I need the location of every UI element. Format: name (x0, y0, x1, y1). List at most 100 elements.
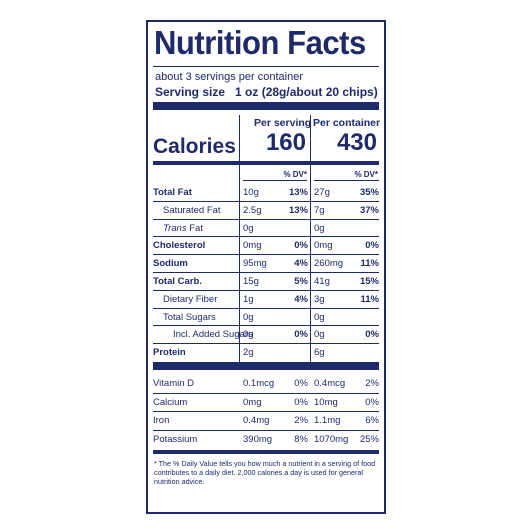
nutrient-name: Total Sugars (163, 311, 216, 323)
row-divider (153, 429, 379, 431)
medium-divider (153, 161, 379, 165)
nutrient-name: Iron (153, 415, 170, 426)
table-row: Calcium 0mg 0% 10mg 0% (148, 394, 384, 412)
dv-per-serving: 0% (294, 240, 308, 252)
dv-per-container: 11% (360, 258, 380, 270)
amount-per-serving: 0mg (243, 396, 262, 408)
amount-per-serving: 0mg (243, 240, 262, 252)
dv-per-container: 6% (365, 415, 379, 426)
serving-size: Serving size 1 oz (28g/about 20 chips) (155, 85, 378, 99)
table-row: Saturated Fat 2.5g 13% 7g 37% (148, 202, 384, 220)
amount-per-serving: 390mg (243, 433, 273, 445)
calories-per-container: 430 (336, 129, 377, 156)
medium-divider (153, 450, 379, 454)
row-divider (153, 254, 379, 256)
nutrient-name: Total Fat (153, 187, 192, 198)
table-row: Cholesterol 0mg 0% 0mg 0% (148, 237, 384, 256)
amount-per-serving: 0g (243, 222, 254, 234)
row-divider (153, 271, 379, 273)
amount-per-serving: 0.1mcg (243, 378, 275, 389)
amount-per-container: 10mg (314, 396, 338, 408)
amount-per-serving: 2.5g (243, 204, 262, 216)
dv-per-serving: 0% (294, 378, 308, 389)
footnote: * The % Daily Value tells you how much a… (154, 459, 376, 486)
table-row: Total Fat 10g 13% 27g 35% (148, 184, 384, 202)
amount-per-serving: 1g (243, 293, 254, 305)
table-row: Incl. Added Sugars 0g 0% 0g 0% (148, 326, 384, 345)
dv-per-container: 25% (359, 433, 379, 445)
row-divider (153, 392, 379, 394)
calories-per-serving: 160 (265, 129, 306, 156)
dv-per-container: 35% (359, 187, 379, 198)
nutrient-name: Sodium (153, 258, 188, 270)
thick-divider (153, 102, 379, 110)
table-row: Vitamin D 0.1mcg 0% 0.4mcg 2% (148, 375, 384, 394)
row-divider (153, 343, 379, 345)
dv-per-serving: 13% (288, 204, 308, 216)
nutrient-name: Protein (153, 347, 186, 359)
nutrient-name: Incl. Added Sugars (173, 329, 253, 341)
dv-per-container: 15% (359, 276, 379, 287)
row-divider (153, 411, 379, 412)
thick-divider (153, 362, 379, 370)
row-divider (153, 289, 379, 291)
nutrient-name: Total Carb. (153, 276, 202, 287)
column-divider-1 (239, 115, 240, 367)
dv-header-container: % DV* (354, 170, 378, 179)
servings-per-container: about 3 servings per container (155, 71, 303, 83)
nutrient-name: Trans Fat (163, 223, 203, 234)
amount-per-container: 0.4mcg (314, 378, 346, 389)
per-container-label: Per container (313, 117, 381, 129)
divider (153, 66, 379, 67)
column-divider-2 (310, 115, 311, 367)
dv-per-serving: 13% (288, 187, 308, 198)
per-serving-label: Per serving (254, 117, 312, 129)
table-row: Total Sugars 0g 0g (148, 309, 384, 327)
amount-per-container: 1070mg (314, 433, 349, 445)
dv-per-serving: 2% (294, 415, 308, 426)
dv-per-serving: 4% (294, 293, 308, 305)
table-row: Sodium 95mg 4% 260mg 11% (148, 255, 384, 273)
row-divider (153, 200, 379, 202)
amount-per-container: 0g (314, 329, 325, 341)
amount-per-serving: 2g (243, 347, 254, 359)
row-divider (153, 236, 379, 238)
nutrient-name: Saturated Fat (163, 204, 221, 216)
table-row: Iron 0.4mg 2% 1.1mg 6% (148, 412, 384, 431)
serving-size-value: 1 oz (28g/about 20 chips) (235, 85, 378, 99)
dv-per-container: 2% (365, 378, 379, 389)
nutrient-name: Calcium (153, 396, 188, 408)
nutrient-name-italic: Trans (163, 222, 187, 234)
nutrient-name: Dietary Fiber (163, 293, 218, 305)
amount-per-container: 1.1mg (314, 415, 341, 426)
dv-per-container: 0% (365, 396, 379, 408)
row-divider (153, 307, 379, 309)
row-divider (153, 325, 379, 327)
table-row: Protein 2g 6g (148, 344, 384, 362)
dv-per-container: 0% (365, 329, 379, 341)
amount-per-container: 41g (314, 276, 330, 287)
table-row: Total Carb. 15g 5% 41g 15% (148, 273, 384, 291)
divider (314, 180, 379, 181)
table-row: Potassium 390mg 8% 1070mg 25% (148, 431, 384, 450)
nutrient-name: Cholesterol (153, 240, 206, 252)
dv-per-container: 37% (359, 204, 379, 216)
table-row: Trans Fat 0g 0g (148, 220, 384, 238)
amount-per-serving: 0g (243, 311, 254, 323)
amount-per-container: 6g (314, 347, 325, 359)
amount-per-serving: 0.4mg (243, 415, 270, 426)
dv-per-container: 11% (360, 293, 380, 305)
dv-per-serving: 8% (294, 433, 308, 445)
label-title: Nutrition Facts (154, 24, 366, 61)
serving-size-label: Serving size (155, 85, 226, 99)
amount-per-serving: 15g (243, 276, 259, 287)
amount-per-container: 27g (314, 187, 330, 198)
amount-per-container: 3g (314, 293, 325, 305)
amount-per-container: 260mg (314, 258, 344, 270)
calories-label: Calories (153, 135, 236, 158)
nutrient-name: Potassium (153, 433, 198, 445)
amount-per-container: 0mg (314, 240, 333, 252)
amount-per-serving: 0g (243, 329, 254, 341)
dv-per-serving: 0% (294, 329, 308, 341)
amount-per-container: 0g (314, 311, 325, 323)
